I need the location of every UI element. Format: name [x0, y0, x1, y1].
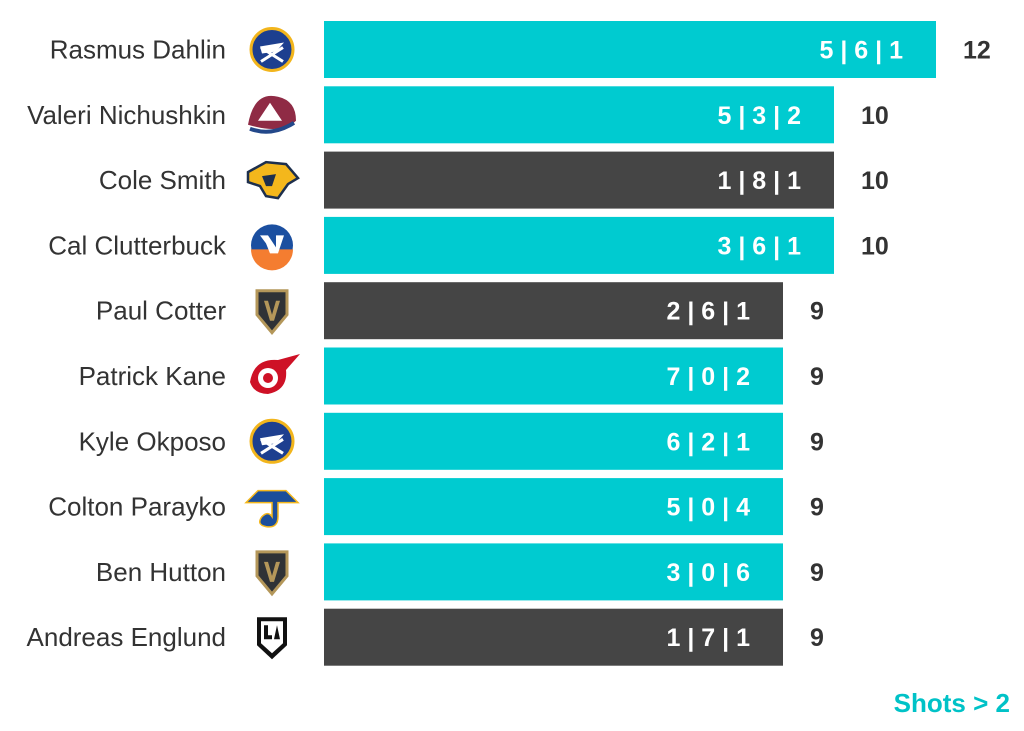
bar-data-label: 5 | 3 | 2	[718, 102, 801, 130]
total-value-label: 9	[810, 559, 824, 587]
player-name: Andreas Englund	[27, 622, 226, 652]
golden-knights-logo-icon	[255, 550, 289, 597]
bar-data-label: 6 | 2 | 1	[667, 428, 751, 456]
sabres-logo-icon	[249, 418, 295, 464]
bar-data-label: 3 | 6 | 1	[718, 232, 802, 260]
chart-rows: Rasmus Dahlin 5 | 6 | 1 12 Valeri Nichushki…	[27, 21, 991, 666]
player-name: Cole Smith	[99, 165, 226, 195]
predators-logo-icon	[246, 160, 300, 200]
bar-data-label: 5 | 6 | 1	[820, 37, 904, 65]
player-name: Rasmus Dahlin	[50, 35, 226, 65]
bar-row: Cal Clutterbuck 3 | 6 | 1 10	[48, 216, 889, 274]
bar-row: Colton Parayko 5 | 0 | 4 9	[48, 478, 824, 536]
bar-data-label: 3 | 0 | 6	[667, 559, 750, 587]
total-value-label: 9	[810, 494, 824, 522]
bar-row: Patrick Kane 7 | 0 | 2 9	[79, 347, 824, 405]
bar	[324, 608, 783, 666]
golden-knights-logo-icon	[255, 289, 289, 336]
total-value-label: 9	[810, 428, 824, 456]
bar-data-label: 5 | 0 | 4	[667, 494, 751, 522]
bar	[324, 543, 783, 601]
sabres-logo-icon	[249, 27, 295, 72]
player-name: Patrick Kane	[79, 361, 226, 391]
kings-logo-icon	[257, 617, 287, 660]
total-value-label: 9	[810, 363, 824, 391]
bar-row: Valeri Nichushkin 5 | 3 | 2 10	[27, 86, 889, 144]
bar-data-label: 2 | 6 | 1	[667, 298, 751, 326]
player-name: Ben Hutton	[96, 557, 226, 587]
bar	[324, 412, 783, 470]
bar-data-label: 7 | 0 | 2	[667, 363, 750, 391]
bar-data-label: 1 | 8 | 1	[718, 167, 802, 195]
player-name: Paul Cotter	[96, 296, 226, 326]
bar-row: Kyle Okposo 6 | 2 | 1 9	[79, 412, 824, 470]
player-name: Colton Parayko	[48, 492, 226, 522]
bar	[324, 86, 834, 144]
blues-logo-icon	[244, 489, 300, 528]
total-value-label: 10	[861, 102, 889, 130]
bar	[324, 478, 783, 536]
footer-label: Shots > 2	[893, 688, 1010, 718]
bar	[324, 21, 936, 78]
bar	[324, 216, 834, 274]
bar-data-label: 1 | 7 | 1	[667, 624, 751, 652]
bar-row: Rasmus Dahlin 5 | 6 | 1 12	[50, 21, 991, 78]
bar-row: Ben Hutton 3 | 0 | 6 9	[96, 543, 824, 601]
player-name: Kyle Okposo	[79, 426, 226, 456]
avalanche-logo-icon	[248, 95, 296, 134]
bar-row: Paul Cotter 2 | 6 | 1 9	[96, 282, 824, 340]
bar-row: Cole Smith 1 | 8 | 1 10	[99, 151, 889, 209]
islanders-logo-icon	[251, 224, 293, 271]
bar	[324, 151, 834, 209]
bar-row: Andreas Englund 1 | 7 | 1 9	[27, 608, 824, 666]
red-wings-logo-icon	[250, 354, 300, 394]
total-value-label: 10	[861, 232, 889, 260]
total-value-label: 9	[810, 298, 824, 326]
total-value-label: 9	[810, 624, 824, 652]
total-value-label: 10	[861, 167, 889, 195]
player-name: Valeri Nichushkin	[27, 100, 226, 130]
total-value-label: 12	[963, 37, 991, 65]
bar	[324, 282, 783, 340]
player-name: Cal Clutterbuck	[48, 230, 227, 260]
bar	[324, 347, 783, 405]
